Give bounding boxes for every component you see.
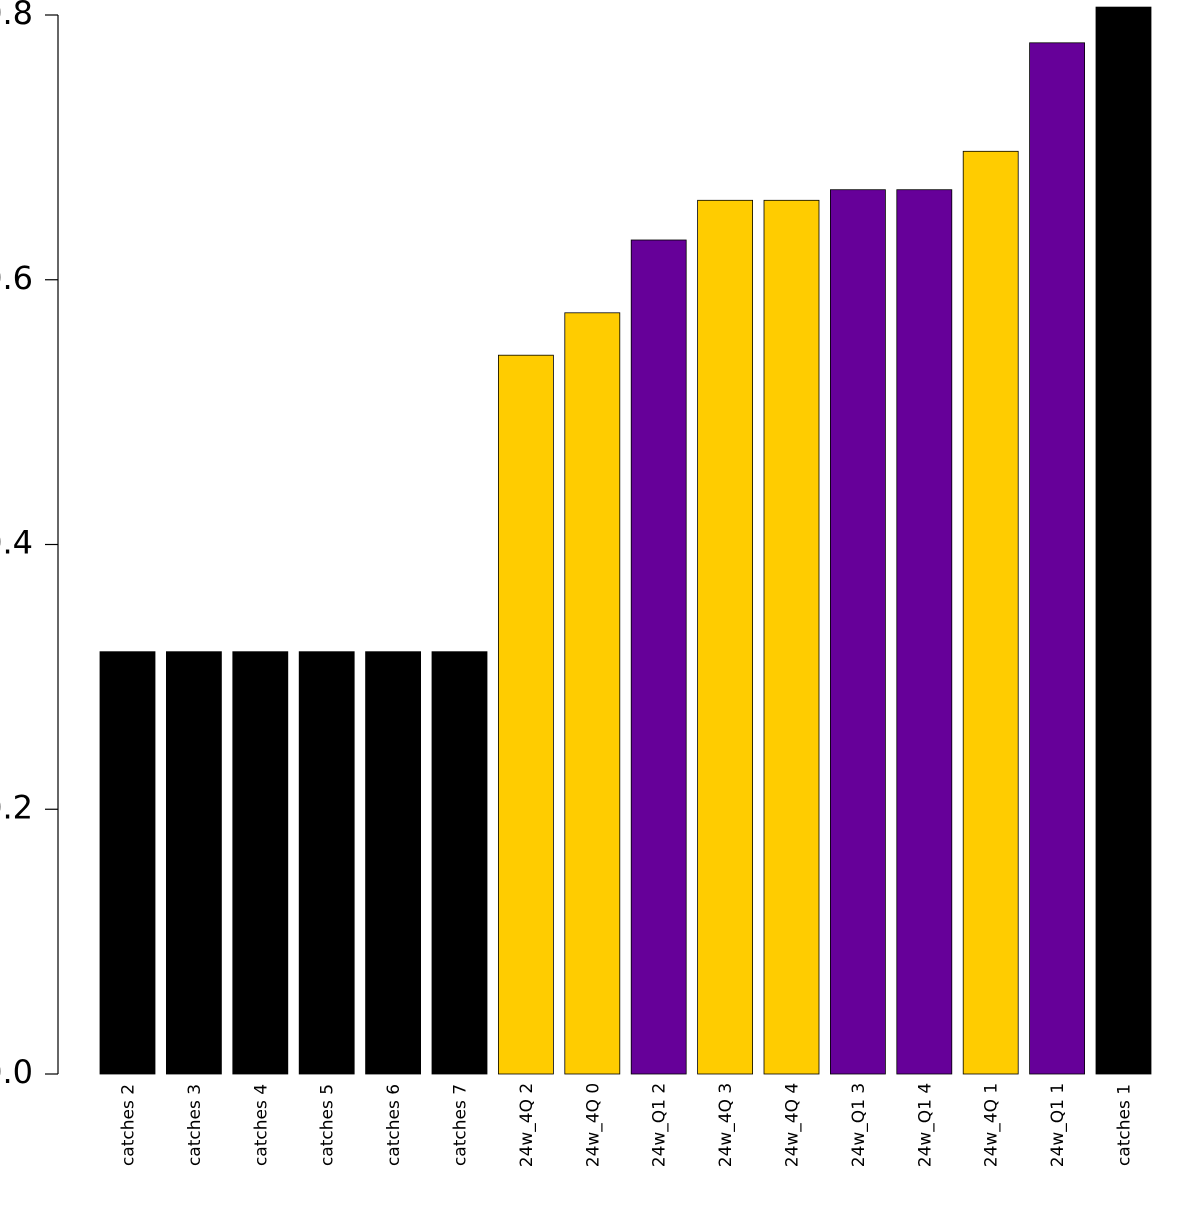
x-tick-label: catches 6 [384, 1084, 404, 1166]
x-tick-label: 24w_4Q 2 [517, 1083, 537, 1167]
y-axis: 0.0 0.2 0.4 0.6 0.8 [0, 0, 59, 1091]
x-tick-label: 24w_Q1 4 [915, 1083, 935, 1167]
bar [962, 150, 1019, 1075]
bar [763, 199, 820, 1075]
bar [365, 651, 422, 1075]
x-tick-label: 24w_4Q 1 [982, 1083, 1002, 1167]
bar [431, 651, 488, 1075]
x-axis-labels: catches 2 catches 3 catches 4 catches 5 catc… [119, 1083, 1135, 1167]
bar [830, 189, 886, 1075]
x-tick-label: catches 5 [318, 1084, 338, 1166]
bar [896, 189, 953, 1075]
bar [232, 651, 289, 1075]
bar [298, 651, 355, 1075]
bars [99, 6, 1152, 1075]
x-tick-label: 24w_4Q 4 [783, 1083, 803, 1167]
bar [564, 312, 621, 1075]
bar [630, 239, 687, 1075]
x-tick-label: 24w_4Q 0 [583, 1083, 603, 1167]
bar [165, 651, 222, 1075]
x-tick-label: catches 1 [1115, 1084, 1135, 1166]
x-tick-label: catches 4 [251, 1084, 271, 1166]
bar [697, 199, 753, 1075]
x-tick-label: catches 2 [119, 1084, 139, 1166]
bar [1095, 6, 1152, 1075]
y-tick-label: 0.2 [0, 788, 33, 826]
bar [99, 651, 156, 1075]
y-tick-label: 0.4 [0, 524, 33, 562]
bar [497, 354, 554, 1075]
y-tick-label: 0.0 [0, 1053, 33, 1091]
x-tick-label: 24w_4Q 3 [716, 1083, 736, 1167]
x-tick-label: 24w_Q1 3 [849, 1083, 869, 1167]
y-tick-label: 0.6 [0, 259, 33, 297]
bar [1029, 42, 1085, 1075]
x-tick-label: catches 3 [185, 1084, 205, 1166]
y-tick-label: 0.8 [0, 0, 33, 32]
x-tick-label: 24w_Q1 1 [1048, 1083, 1068, 1167]
x-tick-label: catches 7 [451, 1084, 471, 1166]
x-tick-label: 24w_Q1 2 [650, 1083, 670, 1167]
